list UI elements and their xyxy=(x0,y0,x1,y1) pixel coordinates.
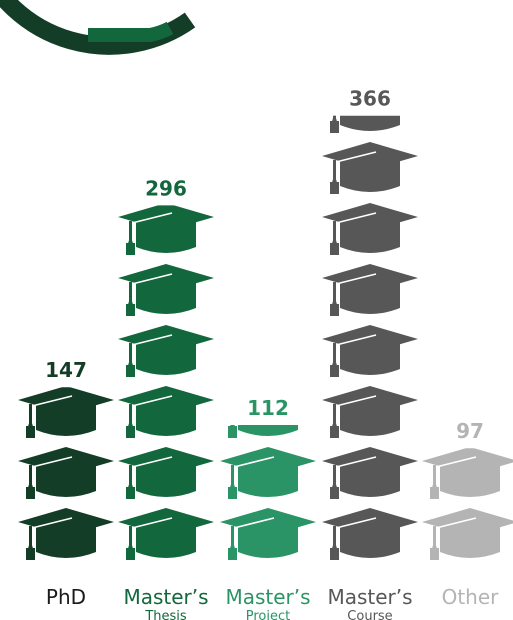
graduation-cap-icon xyxy=(118,386,214,438)
graduation-cap-icon xyxy=(322,264,418,316)
category-label: Master’s xyxy=(123,585,208,609)
graduation-cap-icon xyxy=(422,448,513,499)
graduation-cap-icon xyxy=(228,425,298,438)
graduation-cap-icon xyxy=(220,447,316,499)
graduation-cap-icon xyxy=(18,387,114,438)
category-label: Master’s xyxy=(327,585,412,609)
donut-inner-arc xyxy=(88,21,174,42)
category-label: PhD xyxy=(46,585,86,609)
graduation-cap-icon xyxy=(118,264,214,316)
graduation-cap-icon xyxy=(422,508,513,560)
graduation-cap-icon xyxy=(18,508,114,560)
graduation-cap-icon xyxy=(322,325,418,377)
graduation-cap-icon xyxy=(322,447,418,499)
graduation-cap-icon xyxy=(118,205,214,255)
category-sublabel: Course xyxy=(347,609,392,620)
bar-value-label: 366 xyxy=(349,87,391,111)
graduation-cap-icon xyxy=(18,447,114,499)
graduation-cap-icon xyxy=(322,508,418,560)
graduation-cap-icon xyxy=(322,386,418,438)
category-label: Other xyxy=(442,585,500,609)
graduation-cap-icon xyxy=(330,115,400,133)
graduation-cap-icon xyxy=(118,508,214,560)
category-sublabel: Project xyxy=(246,609,290,620)
labels-layer: 147PhD296Master’sThesis112Master’sProjec… xyxy=(45,87,499,620)
bar-value-label: 97 xyxy=(456,419,484,443)
bar-value-label: 147 xyxy=(45,358,87,382)
graduation-cap-icon xyxy=(220,508,316,560)
graduation-cap-icon xyxy=(118,447,214,499)
category-sublabel: Thesis xyxy=(144,609,187,620)
icons-layer xyxy=(18,115,513,560)
graduation-cap-icon xyxy=(322,203,418,255)
bar-value-label: 296 xyxy=(145,176,187,200)
graduation-cap-icon xyxy=(322,142,418,194)
bar-value-label: 112 xyxy=(247,396,289,420)
graduation-cap-icon xyxy=(118,325,214,377)
category-label: Master’s xyxy=(225,585,310,609)
